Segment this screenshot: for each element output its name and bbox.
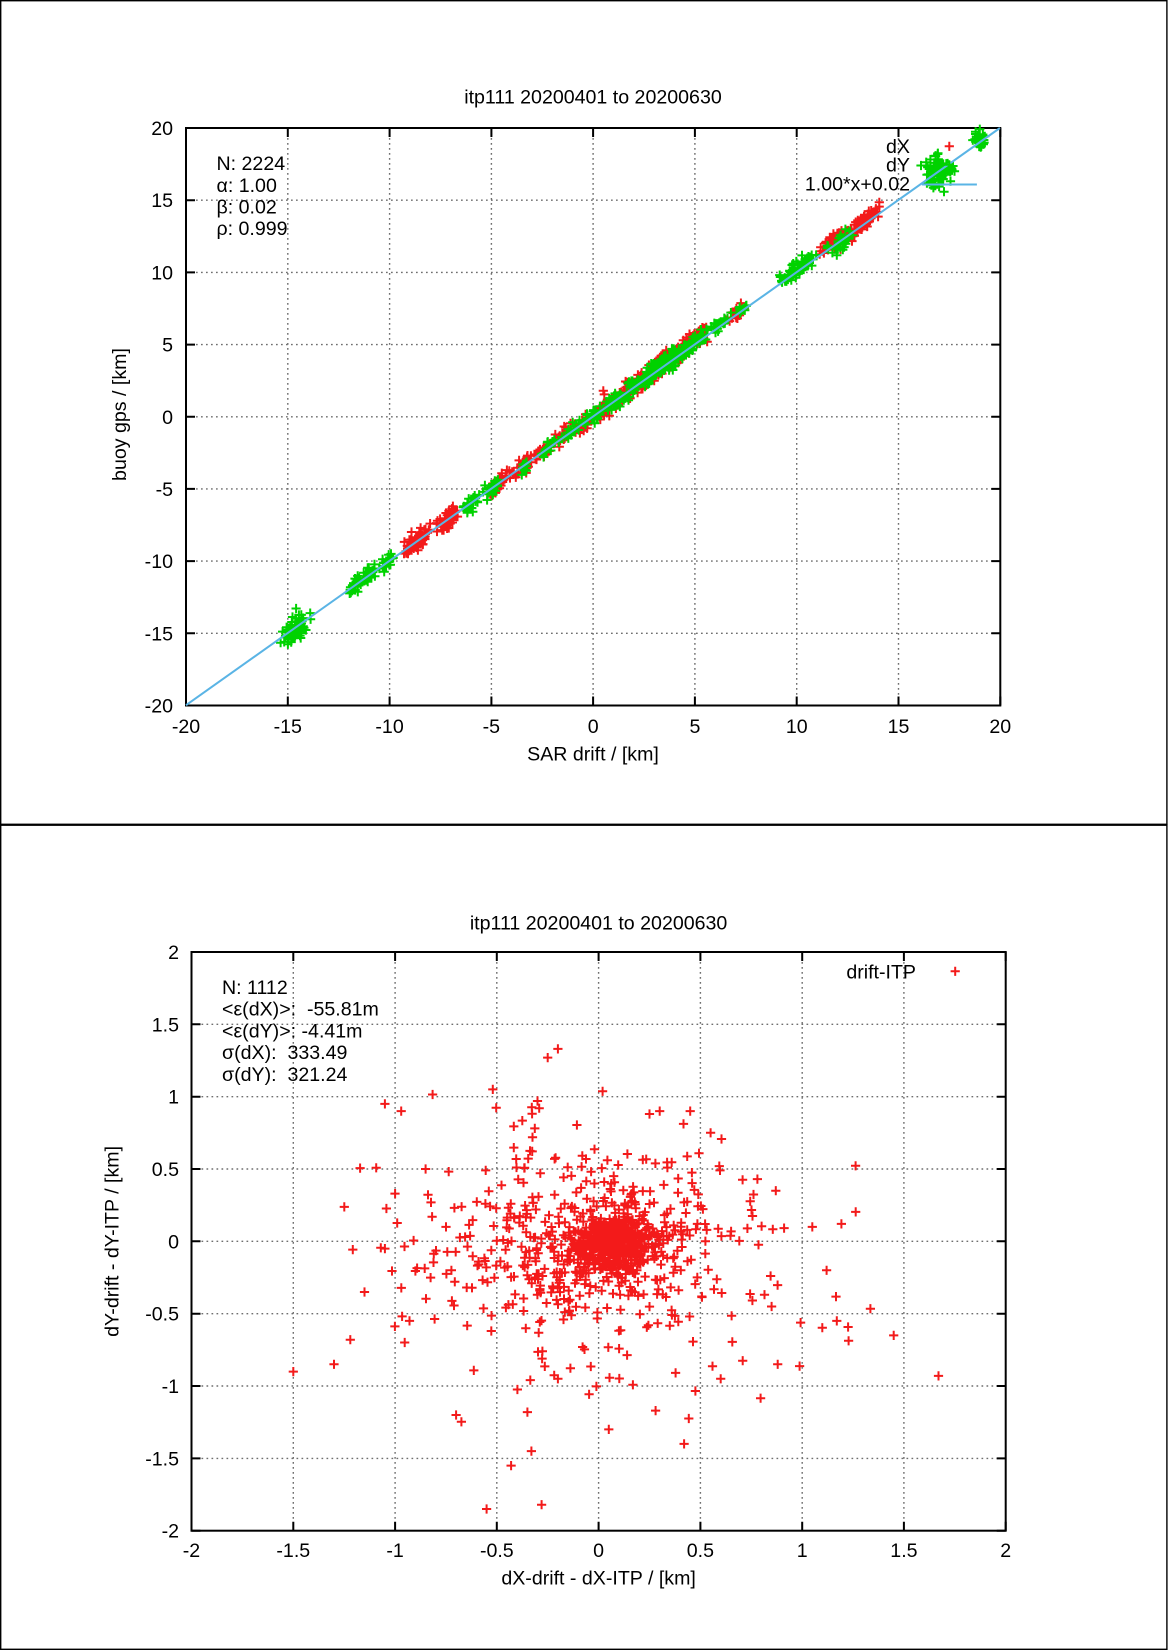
svg-text:20: 20: [151, 118, 173, 140]
svg-text:1.00*x+0.02: 1.00*x+0.02: [805, 174, 910, 196]
svg-text:N: 2224: N: 2224: [217, 153, 286, 175]
svg-text:itp111 20200401 to 20200630: itp111 20200401 to 20200630: [470, 913, 728, 935]
svg-text:-1.5: -1.5: [145, 1448, 179, 1470]
svg-text:15: 15: [888, 716, 910, 738]
svg-text:-20: -20: [172, 716, 200, 738]
svg-text:-10: -10: [375, 716, 403, 738]
svg-text:dY: dY: [886, 155, 910, 177]
svg-text:1.5: 1.5: [152, 1014, 179, 1036]
svg-text:β: 0.02: β: 0.02: [217, 197, 277, 219]
svg-text:itp111 20200401 to 20200630: itp111 20200401 to 20200630: [464, 87, 722, 109]
svg-text:-2: -2: [162, 1521, 179, 1543]
svg-text:N: 1112: N: 1112: [222, 977, 288, 999]
svg-text:1.5: 1.5: [890, 1540, 917, 1562]
svg-text:-1: -1: [386, 1540, 403, 1562]
svg-text:drift-ITP: drift-ITP: [846, 962, 916, 984]
svg-text:<ε(dY)>: -4.41m: <ε(dY)>: -4.41m: [222, 1020, 363, 1042]
svg-text:1: 1: [168, 1087, 179, 1109]
svg-text:10: 10: [151, 262, 173, 284]
svg-text:dX: dX: [886, 136, 910, 158]
svg-text:SAR drift / [km]: SAR drift / [km]: [527, 744, 659, 766]
svg-text:0: 0: [162, 407, 173, 429]
svg-text:2: 2: [168, 942, 179, 964]
svg-text:0.5: 0.5: [687, 1540, 714, 1562]
svg-text:σ(dY): 321.24: σ(dY): 321.24: [222, 1064, 347, 1086]
svg-text:-2: -2: [183, 1540, 200, 1562]
svg-text:-1.5: -1.5: [276, 1540, 310, 1562]
svg-text:-20: -20: [145, 696, 173, 718]
svg-text:-0.5: -0.5: [480, 1540, 514, 1562]
svg-text:<ε(dX)>: -55.81m: <ε(dX)>: -55.81m: [222, 999, 379, 1021]
svg-text:α: 1.00: α: 1.00: [217, 175, 277, 197]
svg-text:σ(dX): 333.49: σ(dX): 333.49: [222, 1042, 347, 1064]
svg-text:2: 2: [1000, 1540, 1011, 1562]
svg-text:-1: -1: [162, 1376, 179, 1398]
svg-text:-15: -15: [145, 623, 173, 645]
svg-text:5: 5: [689, 716, 700, 738]
svg-text:0: 0: [168, 1231, 179, 1253]
svg-text:dX-drift - dX-ITP / [km]: dX-drift - dX-ITP / [km]: [501, 1568, 696, 1590]
svg-text:10: 10: [786, 716, 808, 738]
svg-text:-10: -10: [145, 551, 173, 573]
svg-text:-5: -5: [483, 716, 501, 738]
svg-text:-0.5: -0.5: [145, 1304, 179, 1326]
svg-text:1: 1: [797, 1540, 808, 1562]
svg-text:buoy gps / [km]: buoy gps / [km]: [109, 348, 131, 481]
svg-text:-5: -5: [156, 479, 174, 501]
svg-text:-15: -15: [274, 716, 302, 738]
svg-text:20: 20: [989, 716, 1011, 738]
svg-text:0: 0: [588, 716, 599, 738]
svg-text:0: 0: [593, 1540, 604, 1562]
svg-text:0.5: 0.5: [152, 1159, 179, 1181]
svg-text:15: 15: [151, 190, 173, 212]
svg-text:dY-drift - dY-ITP / [km]: dY-drift - dY-ITP / [km]: [101, 1146, 123, 1337]
svg-text:ρ: 0.999: ρ: 0.999: [217, 218, 288, 240]
svg-text:5: 5: [162, 335, 173, 357]
